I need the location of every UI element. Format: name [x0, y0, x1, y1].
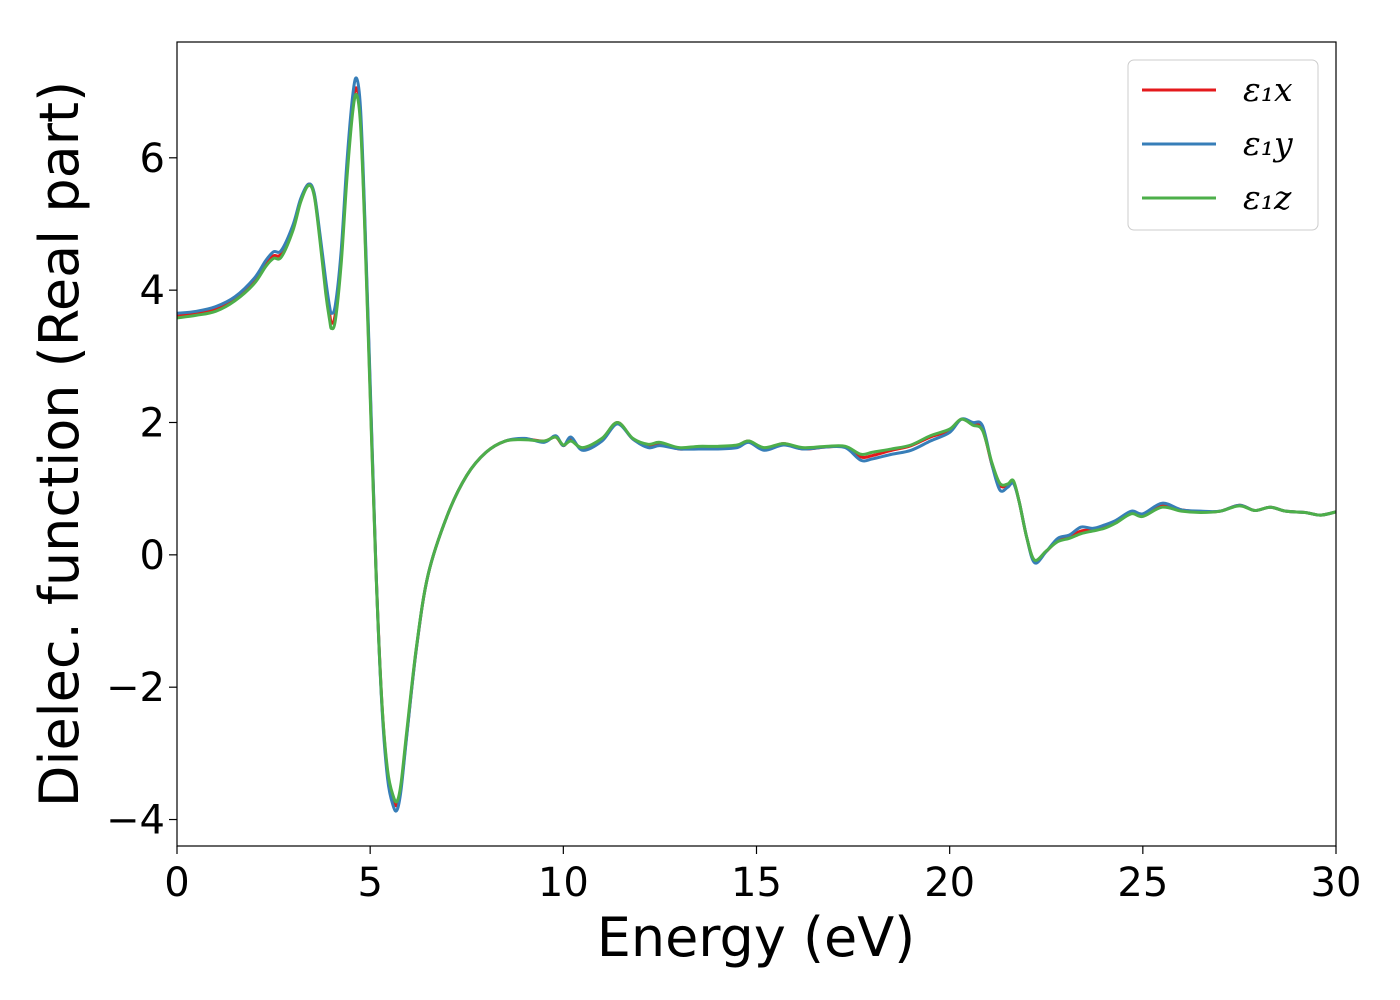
series-line-3 [177, 92, 1336, 804]
y-tick-label: −2 [106, 665, 165, 711]
x-tick-label: 20 [924, 860, 975, 906]
x-tick-label: 15 [731, 860, 782, 906]
legend-label-1: ε₁x [1243, 70, 1293, 109]
y-axis-label: Dielec. function (Real part) [28, 81, 91, 807]
x-tick-label: 30 [1311, 860, 1362, 906]
y-tick-label: 0 [140, 533, 165, 579]
legend-items: ε₁x ε₁y ε₁z [1142, 70, 1293, 217]
plot-series-group [177, 76, 1336, 813]
legend-label-3: ε₁z [1243, 178, 1292, 217]
y-tick-label: −4 [106, 798, 165, 844]
x-axis-label: Energy (eV) [597, 906, 916, 969]
x-tick-label: 10 [538, 860, 589, 906]
y-tick-label: 6 [140, 136, 165, 182]
y-tick-label: 2 [140, 400, 165, 446]
x-tick-label: 5 [357, 860, 382, 906]
legend-label-2: ε₁y [1243, 124, 1293, 163]
x-tick-label: 25 [1117, 860, 1168, 906]
y-tick-label: 4 [140, 268, 165, 314]
y-axis-ticks: −4 −2 0 2 4 6 [106, 136, 177, 844]
x-tick-label: 0 [164, 860, 189, 906]
legend-frame [1127, 59, 1319, 231]
legend: ε₁x ε₁y ε₁z [1127, 59, 1319, 231]
x-axis-ticks: 0 5 10 15 20 25 30 [164, 846, 1361, 906]
